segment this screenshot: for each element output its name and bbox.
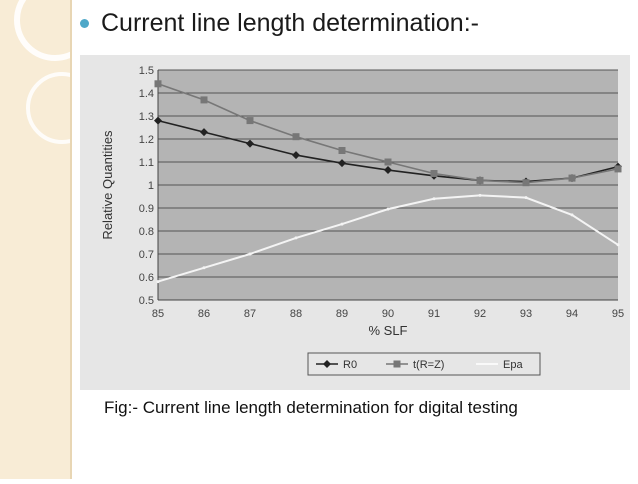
data-point-epa	[386, 207, 390, 211]
data-point-t	[384, 158, 392, 166]
data-point-epa	[202, 266, 206, 270]
y-tick-label: 0.5	[139, 295, 154, 307]
data-point-epa	[432, 197, 436, 201]
legend-label: t(R=Z)	[413, 359, 444, 371]
data-point-r0	[200, 128, 208, 137]
data-point-r0	[154, 116, 162, 125]
x-tick-label: 87	[244, 308, 256, 320]
data-point-t	[200, 96, 208, 104]
legend-marker	[323, 360, 331, 368]
data-point-epa	[248, 252, 252, 256]
data-point-epa	[524, 196, 528, 200]
y-tick-label: 1.4	[139, 88, 154, 100]
x-tick-label: 85	[152, 308, 164, 320]
y-tick-labels: 0.5 0.6 0.7 0.8 0.9 1 1.1 1.2 1.3 1.4 1.5	[139, 65, 154, 307]
series-lines	[154, 80, 622, 284]
slide-title: Current line length determination:-	[101, 8, 479, 37]
chart-legend: R0 t(R=Z) Epa	[307, 352, 541, 376]
legend-box	[307, 352, 541, 376]
y-tick-label: 0.6	[139, 272, 154, 284]
y-tick-label: 1.2	[139, 134, 154, 146]
data-point-t	[568, 174, 576, 182]
x-tick-label: 94	[566, 308, 578, 320]
legend-marker	[393, 360, 401, 368]
decorative-side-strip	[0, 0, 98, 479]
x-axis-label: % SLF	[368, 323, 407, 338]
y-tick-label: 0.8	[139, 226, 154, 238]
x-tick-label: 89	[336, 308, 348, 320]
decorative-ring-icon	[14, 0, 98, 144]
x-tick-label: 93	[520, 308, 532, 320]
data-point-t	[292, 133, 300, 141]
data-point-t	[246, 117, 254, 125]
data-point-t	[154, 80, 162, 88]
data-point-epa	[340, 222, 344, 226]
bullet-heading: Current line length determination:-	[80, 3, 479, 43]
figure-caption: Fig:- Current line length determination …	[104, 398, 518, 417]
y-tick-label: 1.3	[139, 111, 154, 123]
data-point-r0	[338, 159, 346, 168]
bullet-dot-icon	[80, 18, 89, 28]
data-point-epa	[616, 243, 620, 247]
legend-label: Epa	[503, 359, 523, 371]
y-axis-label: Relative Quantities	[100, 130, 115, 240]
y-tick-label: 0.9	[139, 203, 154, 215]
legend-label: R0	[343, 359, 357, 371]
data-point-t	[522, 179, 530, 187]
x-tick-label: 95	[612, 308, 624, 320]
x-tick-labels: 85 86 87 88 89 90 91 92 93 94 95	[152, 308, 624, 320]
data-point-t	[476, 176, 484, 184]
data-point-epa	[478, 193, 482, 197]
y-tick-label: 1.5	[139, 65, 154, 77]
line-chart: 0.5 0.6 0.7 0.8 0.9 1 1.1 1.2 1.3 1.4 1.5 85 86 87 88…	[80, 55, 630, 390]
data-point-epa	[156, 280, 160, 284]
data-point-r0	[246, 139, 254, 148]
x-tick-label: 92	[474, 308, 486, 320]
data-point-r0	[292, 151, 300, 160]
chart-figure: 0.5 0.6 0.7 0.8 0.9 1 1.1 1.2 1.3 1.4 1.5 85 86 87 88…	[80, 55, 630, 390]
data-point-epa	[570, 213, 574, 217]
data-point-t	[430, 170, 438, 177]
x-tick-label: 90	[382, 308, 394, 320]
data-point-r0	[384, 166, 392, 175]
x-tick-label: 91	[428, 308, 440, 320]
y-tick-label: 0.7	[139, 249, 154, 261]
y-tick-label: 1.1	[139, 157, 154, 169]
x-tick-label: 88	[290, 308, 302, 320]
data-point-t	[614, 165, 622, 173]
data-point-t	[338, 147, 346, 154]
data-point-epa	[294, 236, 298, 240]
y-tick-label: 1	[148, 180, 154, 192]
x-tick-label: 86	[198, 308, 210, 320]
